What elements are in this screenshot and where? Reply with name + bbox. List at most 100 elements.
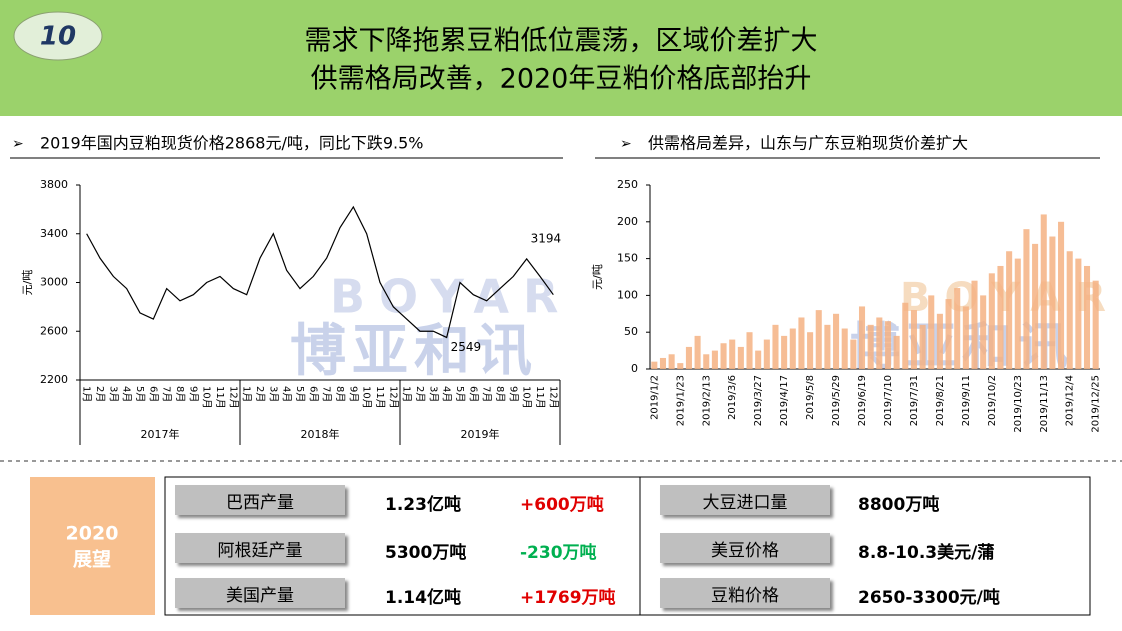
bar xyxy=(720,343,727,369)
item-name: 美豆价格 xyxy=(660,533,830,563)
x-tick-label: 4月 xyxy=(281,386,293,402)
x-tick-label: 2019/9/11 xyxy=(961,375,972,426)
bar xyxy=(1066,251,1073,369)
badge-text: 10 xyxy=(40,22,76,52)
x-tick-label: 2019/7/10 xyxy=(883,375,894,426)
x-tick-label: 12月 xyxy=(387,386,399,409)
x-tick-label: 2019/7/31 xyxy=(909,375,920,426)
bar xyxy=(954,288,961,369)
x-tick-label: 2019/6/19 xyxy=(857,375,868,426)
item-value: 2650-3300元/吨 xyxy=(858,588,1000,608)
bar xyxy=(1006,251,1013,369)
bar xyxy=(997,265,1004,369)
x-tick-label: 1月 xyxy=(241,386,253,402)
x-tick-label: 2019/5/8 xyxy=(805,375,816,420)
x-tick-label: 10月 xyxy=(201,386,213,409)
x-tick-label: 2019/12/4 xyxy=(1065,375,1076,426)
bar xyxy=(867,324,874,369)
outlook-label: 展望 xyxy=(73,548,111,571)
bar xyxy=(833,313,840,369)
x-tick-label: 6月 xyxy=(467,386,479,402)
item-name: 豆粕价格 xyxy=(660,578,830,608)
x-tick-label: 8月 xyxy=(334,386,346,402)
bar xyxy=(651,361,658,369)
x-tick-label: 2019/3/6 xyxy=(727,375,738,420)
x-tick-label: 6月 xyxy=(147,386,159,402)
bar xyxy=(928,295,935,369)
title-line: 供需格局改善，2020年豆粕价格底部抬升 xyxy=(311,64,812,95)
bar xyxy=(1092,280,1099,369)
x-tick-label: 9月 xyxy=(347,386,359,402)
bar xyxy=(902,302,909,369)
x-tick-label: 9月 xyxy=(507,386,519,402)
data-label: 2549 xyxy=(451,340,482,354)
x-tick-label: 5月 xyxy=(294,386,306,402)
item-value: 8800万吨 xyxy=(858,495,940,515)
chart-title: 2019年国内豆粕现货价格2868元/吨，同比下跌9.5% xyxy=(40,134,423,153)
x-tick-label: 12月 xyxy=(547,386,559,409)
y-axis-label: 元/吨 xyxy=(21,270,34,296)
bar xyxy=(711,350,718,369)
bar xyxy=(729,339,736,369)
x-tick-label: 9月 xyxy=(187,386,199,402)
x-tick-label: 2019/12/25 xyxy=(1091,375,1102,433)
x-tick-label: 2019/5/29 xyxy=(831,375,842,426)
item-name: 巴西产量 xyxy=(175,485,345,515)
bar xyxy=(988,273,995,369)
bar xyxy=(850,339,857,369)
watermark: BOYAR xyxy=(330,270,572,324)
bar xyxy=(893,335,900,369)
x-tick-label: 5月 xyxy=(454,386,466,402)
y-tick-label: 0 xyxy=(631,362,638,375)
bar xyxy=(798,317,805,369)
y-tick-label: 2200 xyxy=(40,373,68,386)
item-change: +600万吨 xyxy=(520,495,604,515)
x-tick-label: 2019/4/17 xyxy=(779,375,790,426)
data-label: 3194 xyxy=(531,231,562,245)
x-tick-label: 8月 xyxy=(174,386,186,402)
x-tick-label: 1月 xyxy=(81,386,93,402)
bar xyxy=(1023,229,1030,369)
x-tick-label: 2019/3/27 xyxy=(753,375,764,426)
group-label: 2019年 xyxy=(461,427,500,441)
bar xyxy=(781,335,788,369)
y-tick-label: 100 xyxy=(617,288,638,301)
bar xyxy=(1049,236,1056,369)
item-name: 大豆进口量 xyxy=(660,485,830,515)
bullet: ➢ xyxy=(12,136,24,152)
bar xyxy=(824,324,831,369)
bar xyxy=(668,354,675,369)
outlook-box xyxy=(30,477,155,615)
x-tick-label: 8月 xyxy=(494,386,506,402)
x-tick-label: 7月 xyxy=(481,386,493,402)
bar xyxy=(936,313,943,369)
item-value: 8.8-10.3美元/蒲 xyxy=(858,543,995,563)
item-value: 1.14亿吨 xyxy=(385,588,461,608)
x-tick-label: 2019/1/2 xyxy=(649,375,660,420)
x-tick-label: 2月 xyxy=(414,386,426,402)
bar xyxy=(1075,258,1082,369)
bar xyxy=(945,299,952,369)
x-tick-label: 10月 xyxy=(521,386,533,409)
bar xyxy=(659,357,667,369)
x-tick-label: 10月 xyxy=(361,386,373,409)
y-tick-label: 250 xyxy=(617,178,638,191)
y-axis-label: 元/吨 xyxy=(591,264,604,290)
group-label: 2017年 xyxy=(141,427,180,441)
bar xyxy=(910,310,917,369)
x-tick-label: 1月 xyxy=(401,386,413,402)
y-tick-label: 2600 xyxy=(40,324,68,337)
x-tick-label: 2019/1/23 xyxy=(675,375,686,426)
x-tick-label: 7月 xyxy=(161,386,173,402)
x-tick-label: 4月 xyxy=(121,386,133,402)
item-value: 1.23亿吨 xyxy=(385,495,461,515)
x-tick-label: 2月 xyxy=(254,386,266,402)
x-tick-label: 5月 xyxy=(134,386,146,402)
x-tick-label: 2019/8/21 xyxy=(935,375,946,426)
outlook-label: 2020 xyxy=(66,523,119,545)
bar xyxy=(919,324,926,369)
x-tick-label: 2019/2/13 xyxy=(701,375,712,426)
bar xyxy=(1083,265,1091,369)
